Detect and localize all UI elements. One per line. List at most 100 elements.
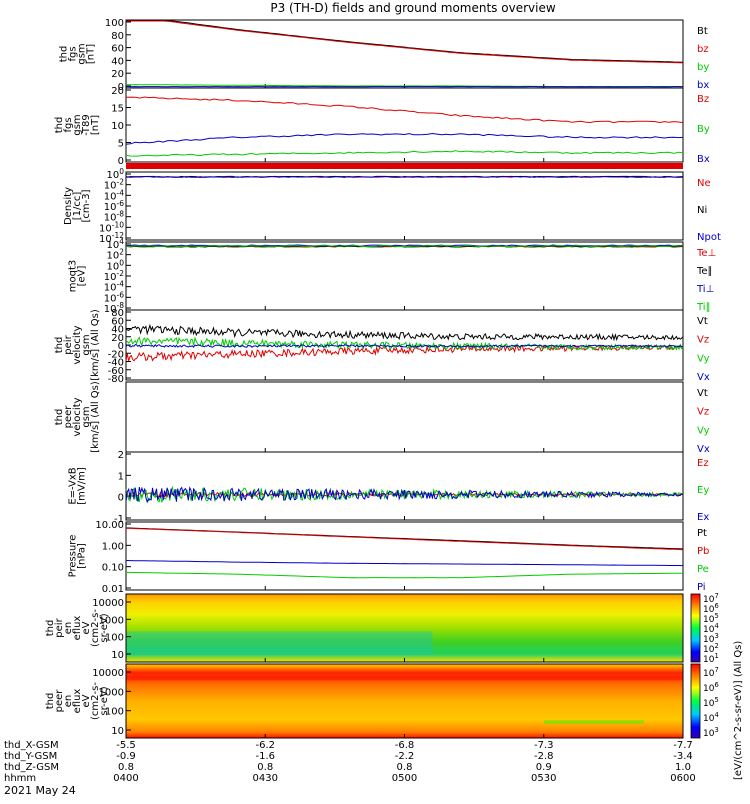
panel-density: 10010-210-410-610-810-1010-12Density[1/c… <box>63 167 721 245</box>
y-tick-label: 100 <box>105 18 124 29</box>
footer-value: 0500 <box>392 773 417 784</box>
panel-frame <box>126 452 683 520</box>
legend-temp: Te∥ <box>696 266 713 277</box>
y-axis-label: [km/s] (All Qs) <box>90 381 101 453</box>
y-tick-label: 10.00 <box>95 520 124 531</box>
y-tick-label: 0.01 <box>102 584 124 595</box>
spectrogram-patch <box>126 631 432 655</box>
y-tick-label: 20 <box>111 86 124 97</box>
y-tick-label: 10000 <box>92 598 124 609</box>
footer-value: -6.2 <box>255 740 275 751</box>
footer-value: -2.8 <box>534 751 554 762</box>
colorbar-top <box>691 594 700 662</box>
colorbar-label: [eV/(cm^2-s-sr-eV)] (All Qs) <box>733 641 744 780</box>
footer-value: 0530 <box>531 773 556 784</box>
y-axis-label: [km/s] (All Qs) <box>90 309 101 381</box>
panel-frame <box>126 20 683 88</box>
y-tick-label: 60 <box>111 44 124 55</box>
y-tick-label: 15 <box>111 104 124 115</box>
colorbar-tick-label: 105 <box>703 696 719 709</box>
y-axis-label: [nPa] <box>77 543 88 569</box>
legend-peer_vel: Vz <box>697 407 709 418</box>
legend-density: Npot <box>697 232 721 243</box>
footer-value: -7.3 <box>534 740 554 751</box>
footer-value: 0.8 <box>257 762 273 773</box>
footer-value: -2.2 <box>395 751 415 762</box>
series-line-Bx <box>126 134 683 145</box>
legend-temp: Ti⊥ <box>696 284 714 295</box>
legend-fgs: by <box>697 62 709 73</box>
footer-value: -6.8 <box>395 740 415 751</box>
panel-frame <box>126 382 683 452</box>
panels: 100806040200thdfgsgsm[nT]Btbzbybx2015105… <box>45 18 721 738</box>
legend-density: Ni <box>697 205 707 216</box>
legend-fgs: bx <box>697 80 709 91</box>
legend-fgs: bz <box>697 44 709 55</box>
y-tick-label: 10 <box>111 726 124 737</box>
series-line-Bt <box>126 21 683 62</box>
series-line-bz <box>126 21 683 63</box>
y-axis-label: [mV/m] <box>77 467 88 505</box>
legend-peir_vel: Vy <box>697 353 710 364</box>
footer-row-label: hhmm <box>4 773 36 784</box>
panel-peer_eflux: 10000100010010thdpeerenefluxeV(cm2-s-sr-… <box>45 664 683 738</box>
y-tick-label: 1.00 <box>102 541 124 552</box>
colorbar-tick-label: 104 <box>703 711 719 724</box>
footer-value: -0.9 <box>116 751 136 762</box>
y-tick-label: 80 <box>111 31 124 42</box>
series-line-Pe <box>126 572 683 577</box>
legend-efield: Ey <box>697 485 709 496</box>
data-availability-bar <box>126 163 683 169</box>
y-tick-label: 5 <box>118 139 124 150</box>
spectrogram-patch <box>544 720 644 724</box>
y-tick-label: 20 <box>111 69 124 80</box>
spectrogram-band <box>126 676 683 680</box>
footer-value: 0.8 <box>118 762 134 773</box>
legend-peir_vel: Vz <box>697 335 709 346</box>
y-tick-label: 10 <box>111 650 124 661</box>
colorbar-bottom <box>691 664 700 738</box>
y-axis-label: sr-eV) <box>99 686 110 715</box>
y-axis-label: [eV] <box>77 266 88 287</box>
footer-value: -1.6 <box>255 751 275 762</box>
spectrogram-peer_eflux <box>126 664 683 738</box>
panel-peir_eflux: 10000100010010thdpeirenefluxeV(cm2-s-sr-… <box>45 594 683 662</box>
y-tick-label: 40 <box>111 56 124 67</box>
legend-fgs_dip: By <box>697 124 710 135</box>
legend-pressure: Pt <box>697 528 707 539</box>
footer-value: -7.7 <box>673 740 693 751</box>
y-axis-label: sr-eV) <box>99 613 110 642</box>
footer-row-label: thd_Y-GSM <box>4 751 57 762</box>
colorbar-tick-label: 103 <box>703 726 719 739</box>
series-line-Vz <box>126 345 683 361</box>
y-axis-label: [nT] <box>86 44 97 64</box>
y-axis-label: [nT] <box>90 115 101 135</box>
footer-value: -5.5 <box>116 740 136 751</box>
legend-pressure: Pe <box>697 564 709 575</box>
footer-value: 0.9 <box>536 762 552 773</box>
y-tick-label: 10000 <box>92 668 124 679</box>
legend-density: Ne <box>697 178 711 189</box>
series-line-Pb <box>126 528 683 549</box>
y-tick-label: -80 <box>108 374 124 385</box>
panel-frame <box>126 88 683 162</box>
legend-peir_vel: Vx <box>697 372 710 383</box>
legend-efield: Ex <box>697 512 709 523</box>
legend-fgs_dip: Bz <box>697 94 709 105</box>
footer-row-label: thd_X-GSM <box>4 740 59 751</box>
series-line-Bz <box>126 97 683 123</box>
y-tick-label: 1 <box>118 471 124 482</box>
footer-ephemeris: thd_X-GSM -5.5 -6.2 -6.8 -7.3 -7.7 thd_Y-GSM -0… <box>4 740 696 784</box>
colorbar-tick-label: 106 <box>703 681 719 694</box>
legend-temp: Ti∥ <box>696 302 711 313</box>
legend-peer_vel: Vy <box>697 425 710 436</box>
panel-frame <box>126 242 683 310</box>
series-line-Pi <box>126 561 683 566</box>
